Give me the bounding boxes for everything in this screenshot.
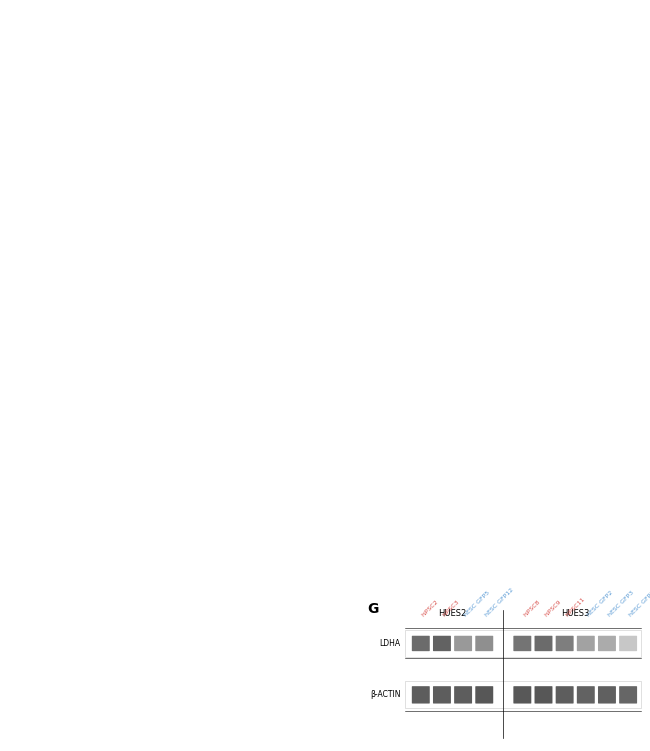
Text: LDHA: LDHA: [380, 639, 400, 648]
FancyBboxPatch shape: [514, 686, 531, 704]
Text: hESC GFP3: hESC GFP3: [607, 590, 634, 618]
Text: hESC GFP5: hESC GFP5: [463, 590, 491, 618]
Bar: [406, 630, 641, 657]
Text: hESC GFP12: hESC GFP12: [484, 587, 515, 618]
Text: hiPSC9: hiPSC9: [543, 599, 562, 618]
FancyBboxPatch shape: [534, 636, 552, 651]
FancyBboxPatch shape: [475, 686, 493, 704]
Text: hiPSC3: hiPSC3: [442, 599, 461, 618]
FancyBboxPatch shape: [534, 686, 552, 704]
Text: HUES2: HUES2: [438, 609, 467, 618]
FancyBboxPatch shape: [598, 636, 616, 651]
Text: hiPSC8: hiPSC8: [523, 599, 541, 618]
Bar: [406, 681, 641, 708]
FancyBboxPatch shape: [577, 686, 595, 704]
FancyBboxPatch shape: [475, 636, 493, 651]
FancyBboxPatch shape: [433, 686, 451, 704]
FancyBboxPatch shape: [556, 686, 573, 704]
FancyBboxPatch shape: [598, 686, 616, 704]
Text: hESC GFP2: hESC GFP2: [586, 590, 614, 618]
Text: β-ACTIN: β-ACTIN: [370, 690, 400, 699]
FancyBboxPatch shape: [433, 636, 451, 651]
FancyBboxPatch shape: [454, 686, 472, 704]
Text: G: G: [367, 602, 378, 616]
Text: hiPSC11: hiPSC11: [565, 596, 586, 618]
Text: hESC GFP15: hESC GFP15: [628, 587, 650, 618]
FancyBboxPatch shape: [412, 686, 430, 704]
Text: hiPSC2: hiPSC2: [421, 599, 439, 618]
FancyBboxPatch shape: [556, 636, 573, 651]
FancyBboxPatch shape: [514, 636, 531, 651]
FancyBboxPatch shape: [619, 636, 637, 651]
FancyBboxPatch shape: [454, 636, 472, 651]
Text: HUES3: HUES3: [561, 609, 590, 618]
FancyBboxPatch shape: [412, 636, 430, 651]
FancyBboxPatch shape: [577, 636, 595, 651]
FancyBboxPatch shape: [619, 686, 637, 704]
